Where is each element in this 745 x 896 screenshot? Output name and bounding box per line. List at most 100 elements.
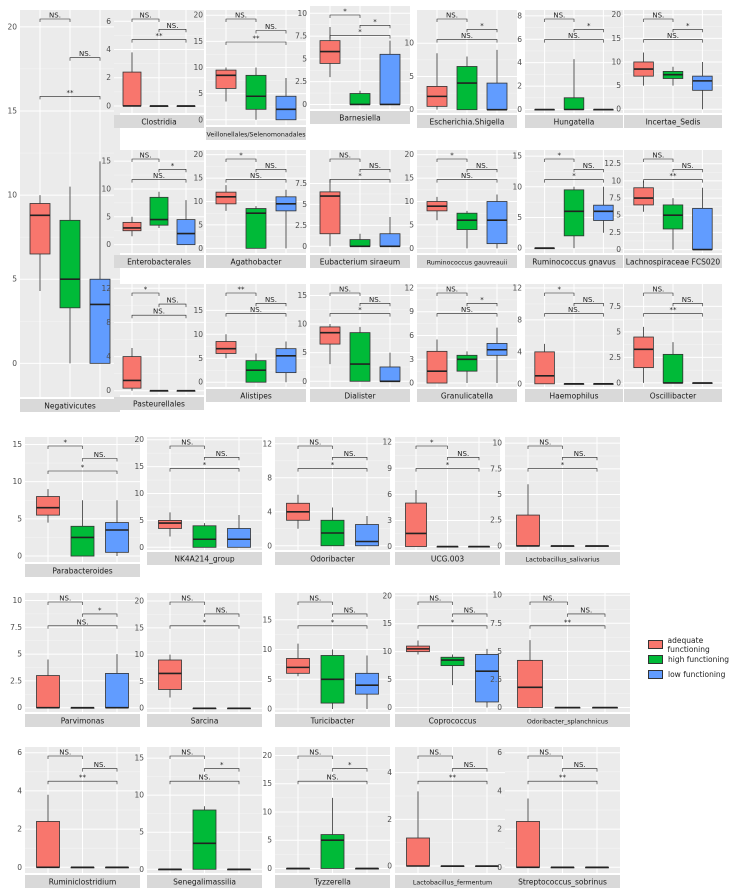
significance-label: *	[348, 761, 352, 769]
facet-strip	[147, 714, 262, 727]
significance-bracket	[47, 470, 118, 474]
y-tick-label: 5	[497, 490, 502, 499]
y-tick-label: 10	[193, 330, 203, 339]
significance-label: *	[98, 606, 102, 614]
facet-strip	[505, 875, 620, 888]
box	[149, 196, 169, 226]
significance-bracket	[297, 601, 333, 605]
panel: 0 2 4 6 NS. NS. ** Ruminiclostridium	[17, 747, 140, 888]
significance-bracket	[436, 158, 468, 162]
facet-title: Granulicatella	[441, 392, 493, 401]
significance-bracket	[415, 468, 480, 472]
significance-label: NS.	[181, 749, 193, 757]
y-tick-label: 2.5	[609, 228, 621, 237]
significance-bracket	[332, 457, 368, 461]
y-tick-label: 10	[611, 57, 621, 66]
y-tick-label: 8	[517, 315, 522, 324]
panel: 0 5 10 15 20 * NS.NS. Agathobacter	[193, 150, 306, 268]
significance-bracket	[169, 601, 205, 605]
y-tick-label: 12	[512, 283, 522, 292]
facet-title: Agathobacter	[231, 258, 283, 267]
significance-label: NS.	[250, 172, 262, 180]
y-tick-label: 20	[134, 597, 144, 606]
y-tick-label: 10	[7, 191, 17, 200]
significance-label: *	[343, 8, 347, 16]
facet-title: Hungatella	[554, 118, 595, 127]
significance-label: *	[450, 152, 454, 160]
y-tick-label: 0	[302, 377, 307, 386]
y-tick-label: 12.5	[604, 159, 621, 168]
y-tick-label: 10	[492, 591, 502, 600]
y-tick-label: 0	[517, 244, 522, 253]
significance-bracket	[69, 57, 101, 61]
y-tick-label: 7.5	[10, 623, 22, 632]
facet-title: Negativicutes	[44, 402, 96, 411]
box	[563, 189, 585, 237]
y-tick-label: 15	[134, 462, 144, 471]
y-tick-label: 0	[267, 705, 272, 714]
significance-bracket	[544, 179, 604, 183]
significance-label: NS.	[265, 296, 277, 304]
facet-strip	[310, 389, 410, 402]
legend: adequate functioning high functioning lo…	[648, 636, 745, 682]
significance-label: *	[358, 28, 362, 36]
significance-bracket	[672, 303, 703, 307]
significance-label: **	[79, 774, 87, 782]
significance-bracket	[297, 780, 368, 785]
y-tick-label: 20	[193, 11, 203, 20]
facet-strip	[25, 714, 140, 727]
box	[486, 82, 508, 111]
facet-strip	[147, 875, 262, 888]
facet-title: Parabacteroides	[52, 567, 112, 576]
significance-bracket	[643, 18, 674, 22]
significance-bracket	[332, 613, 368, 617]
y-tick-label: 2	[387, 815, 392, 824]
significance-bracket	[255, 303, 287, 307]
box	[192, 809, 217, 870]
significance-label: NS.	[216, 606, 228, 614]
y-tick-label: 5	[267, 675, 272, 684]
y-tick-label: 0	[387, 542, 392, 551]
significance-bracket	[436, 39, 498, 43]
significance-label: NS.	[568, 306, 580, 314]
box	[122, 221, 142, 232]
facet-strip	[114, 397, 204, 410]
facet-strip	[206, 389, 306, 402]
box	[633, 336, 654, 369]
significance-bracket	[225, 313, 287, 317]
box	[105, 673, 129, 709]
significance-bracket	[47, 780, 118, 785]
y-tick-label: 5	[616, 327, 621, 336]
panel: 0 5 10 15 * NS. * Parabacteroides	[12, 437, 140, 577]
facet-strip	[206, 255, 306, 268]
y-tick-label: 2.5	[490, 675, 502, 684]
significance-bracket	[466, 29, 498, 33]
significance-label: **	[253, 35, 261, 43]
box	[349, 332, 371, 382]
significance-label: NS.	[265, 162, 277, 170]
y-tick-label: 4	[497, 786, 502, 795]
y-tick-label: 15	[134, 754, 144, 763]
y-tick-label: 2	[517, 82, 522, 91]
facet-strip	[624, 115, 722, 128]
y-tick-label: 10	[382, 647, 392, 656]
y-tick-label: 4	[517, 58, 522, 67]
box	[122, 356, 142, 389]
box	[426, 350, 448, 384]
y-tick-label: 15	[611, 34, 621, 43]
y-tick-label: 8	[106, 318, 111, 327]
y-tick-label: 0	[106, 386, 111, 395]
significance-bracket	[39, 96, 101, 100]
significance-label: **	[564, 618, 572, 626]
box	[355, 672, 379, 695]
y-tick-label: 10	[611, 176, 621, 185]
y-tick-label: 10	[134, 791, 144, 800]
box	[406, 837, 430, 867]
box	[662, 353, 684, 384]
significance-label: NS.	[339, 286, 351, 294]
panel: 0 2 4 NS. NS. ** Lactobacillus_fermentum	[387, 747, 510, 888]
significance-label: NS.	[580, 606, 592, 614]
y-tick-label: 0	[387, 703, 392, 712]
significance-label: NS.	[181, 595, 193, 603]
significance-bracket	[544, 39, 604, 43]
